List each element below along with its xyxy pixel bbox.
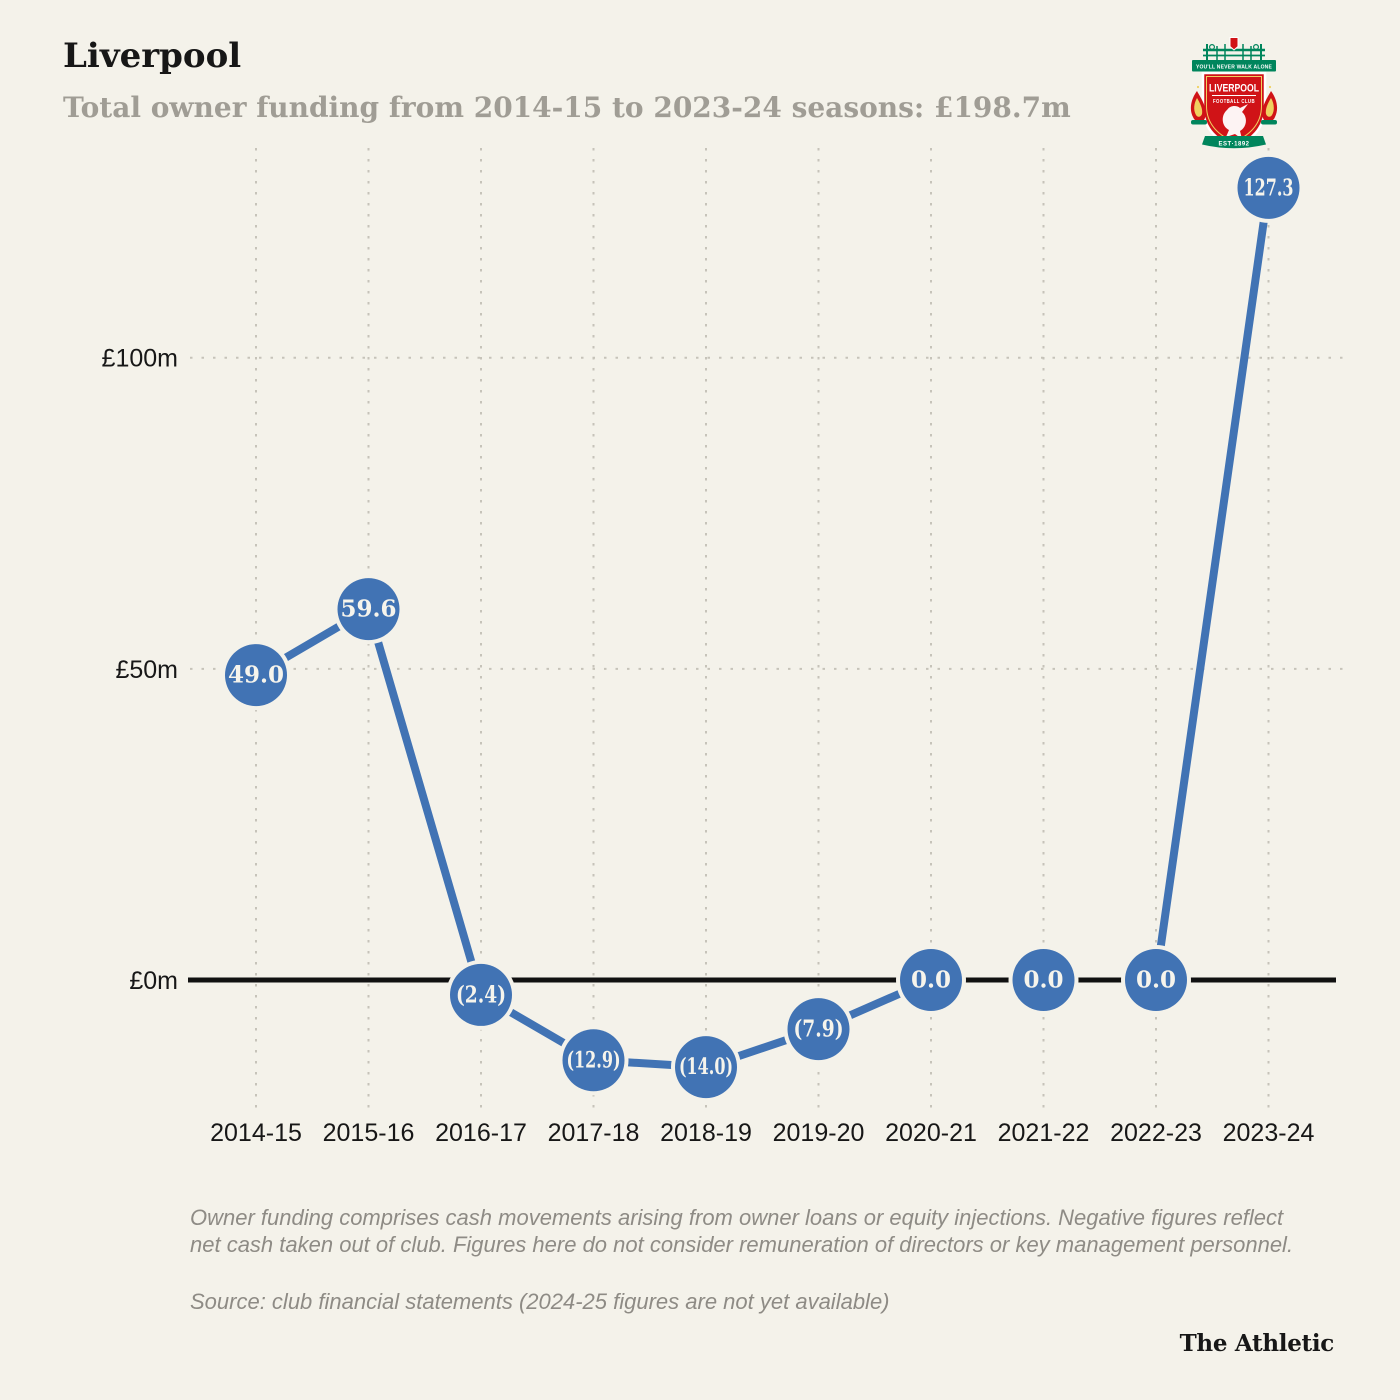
data-point-label: 59.6 [340, 596, 396, 623]
data-point-label: (7.9) [794, 1016, 844, 1043]
data-point-label: (12.9) [567, 1047, 621, 1073]
data-point-label: (14.0) [679, 1054, 733, 1080]
data-point-marker [450, 963, 512, 1026]
x-axis-label: 2014-15 [210, 1119, 302, 1147]
footnote-line-2: net cash taken out of club. Figures here… [190, 1232, 1294, 1257]
data-point-marker [787, 998, 850, 1061]
est-ribbon [1202, 136, 1266, 149]
y-axis-label: £50m [115, 656, 178, 684]
y-axis-label: £100m [102, 345, 178, 373]
x-axis-label: 2016-17 [435, 1119, 527, 1147]
liverpool-crest: YOU'LL NEVER WALK ALONE LIVERPOOL FOOTBA… [1190, 37, 1278, 149]
series-line-segment [364, 605, 485, 999]
x-axis-label: 2022-23 [1110, 1119, 1202, 1147]
x-axis-label: 2020-21 [885, 1119, 977, 1147]
data-point-marker [225, 644, 287, 707]
data-point-label: (2.4) [456, 981, 506, 1008]
chart-footnote: Owner funding comprises cash movements a… [190, 1204, 1360, 1258]
footnote-line-1: Owner funding comprises cash movements a… [190, 1205, 1284, 1230]
data-point-label: 0.0 [1136, 967, 1176, 994]
crest-established: EST·1892 [1218, 142, 1249, 148]
data-point-label: 0.0 [1023, 967, 1063, 994]
x-axis-label: 2021-22 [998, 1119, 1090, 1147]
data-point-label: 49.0 [228, 662, 284, 689]
motto-banner [1192, 60, 1276, 72]
x-axis-label: 2019-20 [773, 1119, 865, 1147]
data-point-marker [337, 578, 400, 641]
data-point-label: 127.3 [1244, 174, 1294, 201]
x-axis-label: 2023-24 [1223, 1119, 1315, 1147]
data-point-marker [562, 1029, 625, 1092]
page-subtitle: Total owner funding from 2014-15 to 2023… [63, 91, 1071, 124]
data-point-marker [1012, 949, 1075, 1011]
source-note: Source: club financial statements (2024-… [190, 1289, 890, 1314]
x-axis-label: 2015-16 [323, 1119, 415, 1147]
eternal-flame-left-icon [1190, 85, 1207, 125]
data-point-marker [1237, 156, 1300, 219]
crest-club-name: LIVERPOOL [1209, 83, 1259, 95]
x-axis-label: 2018-19 [660, 1119, 752, 1147]
crest-club-type: FOOTBALL CLUB [1213, 99, 1255, 105]
x-axis-label: 2017-18 [548, 1119, 640, 1147]
liver-bird-icon [1222, 104, 1248, 139]
data-point-marker [900, 949, 962, 1011]
y-axis-label: £0m [129, 967, 178, 995]
data-point-label: 0.0 [911, 967, 951, 994]
series-line-segment [1152, 183, 1273, 984]
data-point-marker [1125, 949, 1187, 1011]
page-title: Liverpool [63, 36, 242, 76]
gate-shield-icon [1229, 37, 1239, 51]
eternal-flame-right-icon [1261, 85, 1278, 125]
athletic-wordmark: The Athletic [1179, 1330, 1335, 1357]
crest-motto-text: YOU'LL NEVER WALK ALONE [1196, 64, 1272, 70]
data-point-marker [675, 1036, 737, 1099]
